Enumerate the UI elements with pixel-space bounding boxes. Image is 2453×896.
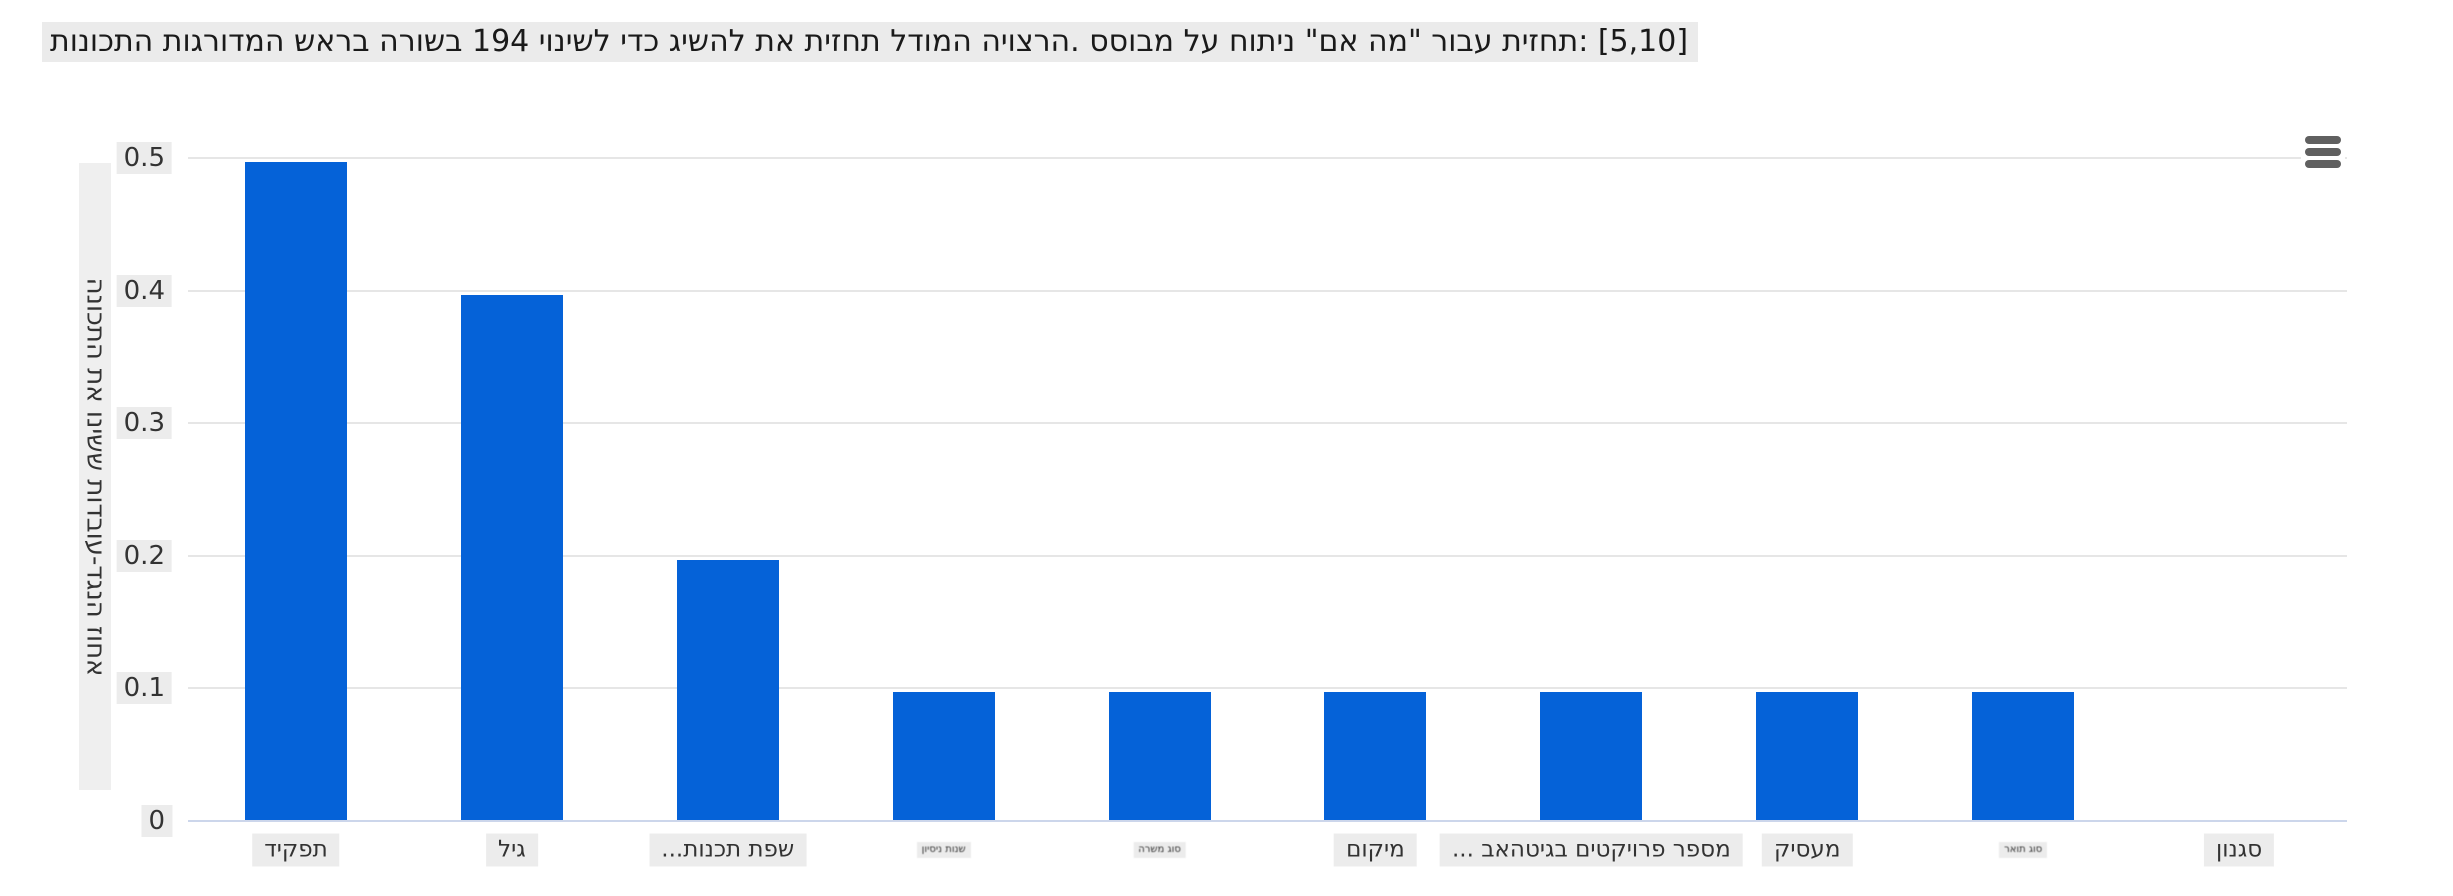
y-gridline bbox=[188, 422, 2347, 425]
x-category-label: קיסעמ bbox=[1762, 833, 1853, 867]
y-tick-label: 0.2 bbox=[116, 539, 172, 572]
x-category-label: ראות גוס bbox=[1999, 842, 2048, 858]
x-category-label: הרשמ גוס bbox=[1133, 842, 1186, 858]
bar[interactable] bbox=[892, 692, 995, 820]
bar[interactable] bbox=[1324, 692, 1427, 820]
y-gridline bbox=[188, 289, 2347, 292]
y-tick-label: 0.4 bbox=[116, 274, 172, 307]
hamburger-icon bbox=[2305, 159, 2341, 168]
bar[interactable] bbox=[1108, 692, 1211, 820]
y-axis-title: הנוכתה תא ונישש תודבוע-דגנה זוחא bbox=[80, 277, 110, 676]
bar[interactable] bbox=[244, 162, 347, 820]
x-category-label: דיקפת bbox=[252, 833, 340, 867]
hamburger-icon bbox=[2305, 135, 2341, 144]
x-category-label: ליג bbox=[485, 833, 538, 867]
y-axis-title-strip: הנוכתה תא ונישש תודבוע-דגנה זוחא bbox=[79, 163, 111, 790]
y-gridline bbox=[188, 554, 2347, 557]
bar[interactable] bbox=[460, 294, 563, 820]
x-axis-line bbox=[188, 820, 2347, 822]
bar[interactable] bbox=[1540, 692, 1643, 820]
x-category-label: ןויסינ תונש bbox=[916, 842, 971, 858]
x-category-label: םוקימ bbox=[1334, 833, 1417, 867]
y-gridline bbox=[188, 157, 2347, 159]
x-category-label: ...תונכת תפש bbox=[649, 833, 807, 867]
bar[interactable] bbox=[1972, 692, 2075, 820]
x-category-label: ןונגס bbox=[2203, 833, 2275, 867]
x-category-label: ... באהטיגב םיטקיורפ רפסמ bbox=[1440, 833, 1743, 867]
context-menu-button[interactable] bbox=[2301, 133, 2345, 170]
bar[interactable] bbox=[1756, 692, 1859, 820]
y-gridline bbox=[188, 687, 2347, 690]
y-tick-label: 0 bbox=[141, 805, 172, 837]
bar[interactable] bbox=[676, 559, 779, 820]
y-tick-label: 0.5 bbox=[116, 142, 172, 174]
y-tick-label: 0.1 bbox=[116, 672, 172, 705]
hamburger-icon bbox=[2305, 147, 2341, 156]
chart-title: תונוכתה תוגרודמה שארב הרושב 194 יונישל י… bbox=[42, 22, 1699, 62]
y-tick-label: 0.3 bbox=[116, 407, 172, 440]
